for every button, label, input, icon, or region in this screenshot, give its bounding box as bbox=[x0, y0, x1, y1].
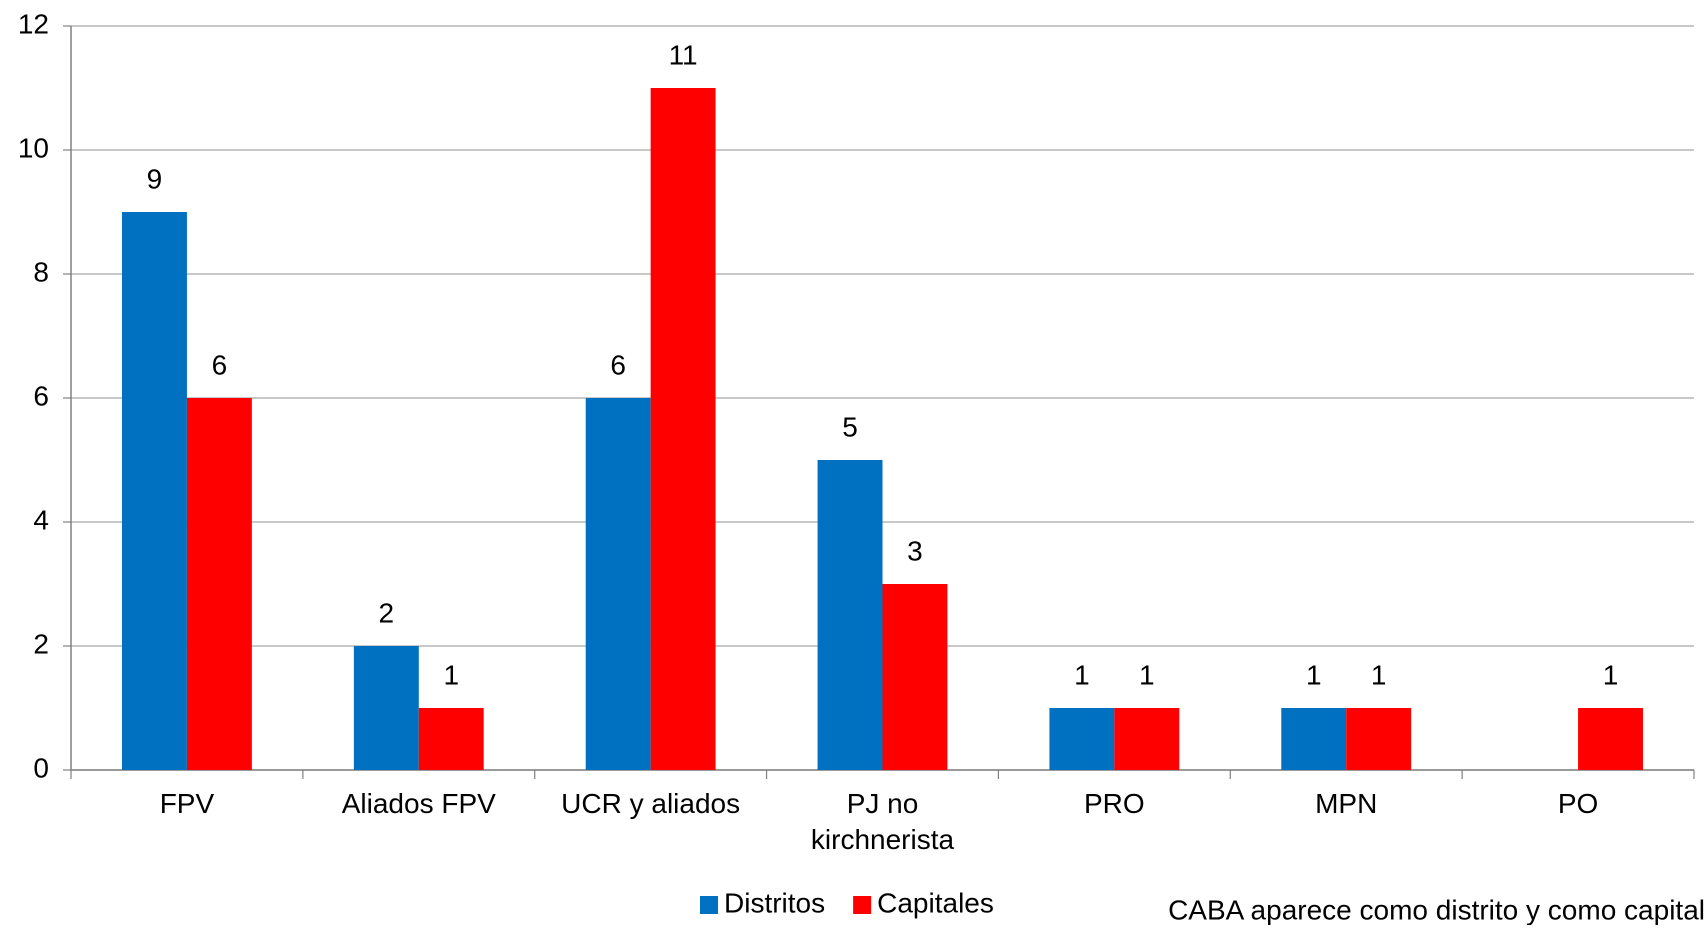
value-label: 5 bbox=[842, 411, 858, 442]
value-label: 1 bbox=[1139, 659, 1155, 690]
annotation: CABA aparece como distrito y como capita… bbox=[1168, 894, 1705, 925]
bar bbox=[353, 646, 419, 770]
x-tick-label: PJ no kirchnerista bbox=[810, 788, 955, 855]
legend-swatch bbox=[700, 896, 718, 914]
value-label: 2 bbox=[379, 597, 395, 628]
x-tick-label: UCR y aliados bbox=[561, 788, 741, 819]
y-tick-label: 0 bbox=[33, 752, 49, 783]
bar bbox=[882, 584, 948, 770]
x-tick-label-box: UCR y aliados bbox=[561, 788, 741, 819]
bar bbox=[817, 460, 883, 770]
value-label: 9 bbox=[147, 163, 163, 194]
x-tick-label: MPN bbox=[1315, 788, 1378, 819]
value-label: 1 bbox=[1074, 659, 1090, 690]
y-tick-label: 10 bbox=[18, 132, 49, 163]
bar bbox=[1346, 708, 1412, 770]
bar bbox=[650, 88, 716, 770]
x-tick-label: FPV bbox=[159, 788, 215, 819]
y-tick-label: 4 bbox=[33, 504, 49, 535]
y-tick-label: 12 bbox=[18, 8, 49, 39]
bar bbox=[1578, 708, 1643, 770]
value-label: 6 bbox=[212, 349, 228, 380]
value-label: 6 bbox=[610, 349, 626, 380]
bar bbox=[585, 398, 651, 770]
y-tick-label: 6 bbox=[33, 380, 49, 411]
value-label: 1 bbox=[1371, 659, 1387, 690]
x-tick-label-box: Aliados FPV bbox=[341, 788, 496, 819]
value-label: 1 bbox=[1306, 659, 1322, 690]
x-tick-label-box: FPV bbox=[159, 788, 215, 819]
bar bbox=[186, 398, 252, 770]
legend-label: Distritos bbox=[724, 887, 825, 918]
x-tick-label-box: PRO bbox=[1084, 788, 1145, 819]
bar bbox=[418, 708, 484, 770]
legend-label: Capitales bbox=[877, 887, 994, 918]
value-label: 3 bbox=[907, 535, 923, 566]
bar bbox=[122, 212, 187, 770]
x-tick-label-box: PJ no kirchnerista bbox=[810, 788, 955, 855]
bar bbox=[1281, 708, 1347, 770]
x-tick-label: PRO bbox=[1084, 788, 1145, 819]
y-tick-label: 8 bbox=[33, 256, 49, 287]
x-tick-label: PO bbox=[1557, 788, 1599, 819]
bar bbox=[1049, 708, 1115, 770]
value-label: 1 bbox=[443, 659, 459, 690]
x-tick-label-box: PO bbox=[1557, 788, 1599, 819]
value-label: 1 bbox=[1603, 659, 1619, 690]
x-tick-label-box: MPN bbox=[1315, 788, 1378, 819]
value-label: 11 bbox=[669, 39, 698, 70]
legend-swatch bbox=[853, 896, 872, 914]
x-tick-label: Aliados FPV bbox=[341, 788, 496, 819]
y-tick-label: 2 bbox=[33, 628, 49, 659]
bar bbox=[1114, 708, 1180, 770]
